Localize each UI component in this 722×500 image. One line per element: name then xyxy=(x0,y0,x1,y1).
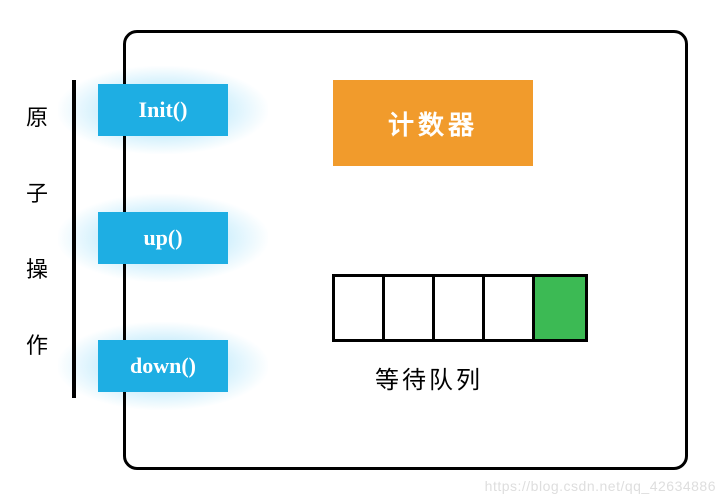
queue-cell xyxy=(435,277,485,339)
queue-cell xyxy=(385,277,435,339)
side-label-char: 原 xyxy=(26,100,48,132)
counter-label: 计数器 xyxy=(388,105,478,142)
operation-label: Init() xyxy=(139,97,188,123)
side-label-char: 子 xyxy=(26,176,48,208)
operation-label: up() xyxy=(143,225,182,251)
counter-box: 计数器 xyxy=(333,80,533,166)
queue-cell xyxy=(335,277,385,339)
side-bar xyxy=(72,80,76,398)
watermark: https://blog.csdn.net/qq_42634886 xyxy=(485,478,716,494)
operation-up: up() xyxy=(98,212,228,264)
operation-init: Init() xyxy=(98,84,228,136)
queue-cell xyxy=(485,277,535,339)
operation-down: down() xyxy=(98,340,228,392)
side-label-char: 操 xyxy=(26,252,48,284)
queue-cell xyxy=(535,277,585,339)
side-label-char: 作 xyxy=(26,328,48,360)
wait-queue xyxy=(332,274,588,342)
queue-label: 等待队列 xyxy=(375,360,483,395)
side-label: 原 子 操 作 xyxy=(26,100,48,360)
operation-label: down() xyxy=(130,353,196,379)
